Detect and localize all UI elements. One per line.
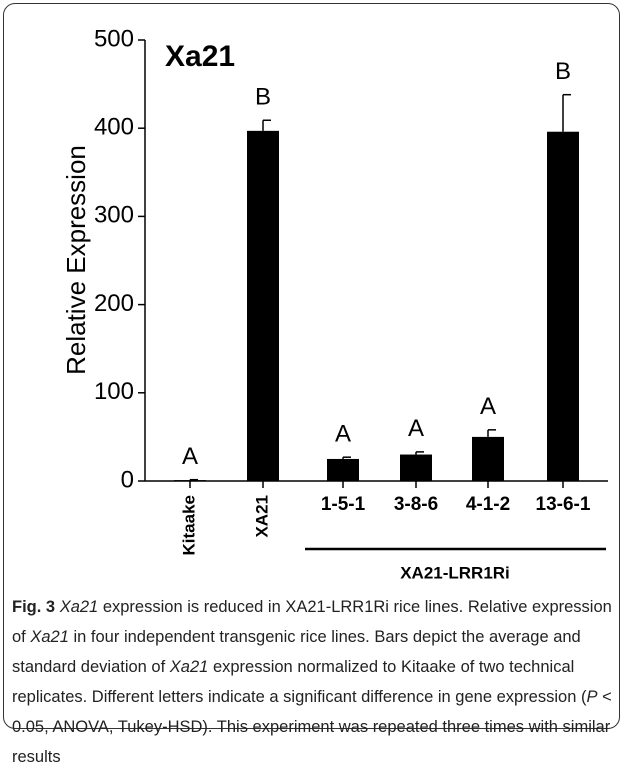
significance-letter: A [480,393,496,420]
gene-name: Xa21 [169,658,209,676]
figure-frame [3,3,620,729]
bar [247,130,279,481]
significance-letter: A [182,443,198,470]
y-axis-label: Relative Expression [61,145,91,375]
bar [174,480,206,481]
chart-title: Xa21 [165,40,235,73]
chart: Xa21 Relative Expression 0 100 200 300 400 50… [61,25,608,582]
y-tick-label: 100 [94,378,134,405]
y-tick-label: 400 [94,114,134,141]
bar [400,454,432,481]
x-tick-label: Kitaake [179,495,198,555]
p-symbol: P [586,688,598,706]
bar [327,458,359,481]
fig-label: Fig. 3 [12,598,56,616]
x-tick-label: XA21 [252,495,271,538]
caption: Fig. 3 Xa21 expression is reduced in XA2… [12,592,612,772]
bar [547,131,579,481]
y-tick-label: 200 [94,290,134,317]
caption-text: in four independent transgenic rice line… [12,628,581,676]
y-tick-label: 300 [94,202,134,229]
significance-letter: A [408,415,424,442]
significance-letter: B [555,58,571,85]
caption-text: expression normalized to Kitaake of two … [12,658,587,706]
group-label: XA21-LRR1Ri [400,563,510,582]
x-tick-label: 3-8-6 [394,494,438,515]
y-tick-label: 0 [121,466,134,493]
gene-name: Xa21 [59,598,99,616]
x-tick-label: 4-1-2 [466,494,510,515]
caption-text: expression is reduced in XA21-LRR1Ri ric… [12,598,612,646]
x-tick-label: 1-5-1 [321,494,366,515]
bar [472,436,504,481]
significance-letter: A [335,421,351,448]
y-tick-label: 500 [94,25,134,52]
x-tick-label: 13-6-1 [536,494,591,515]
significance-letter: B [255,84,271,111]
gene-name: Xa21 [30,628,69,646]
